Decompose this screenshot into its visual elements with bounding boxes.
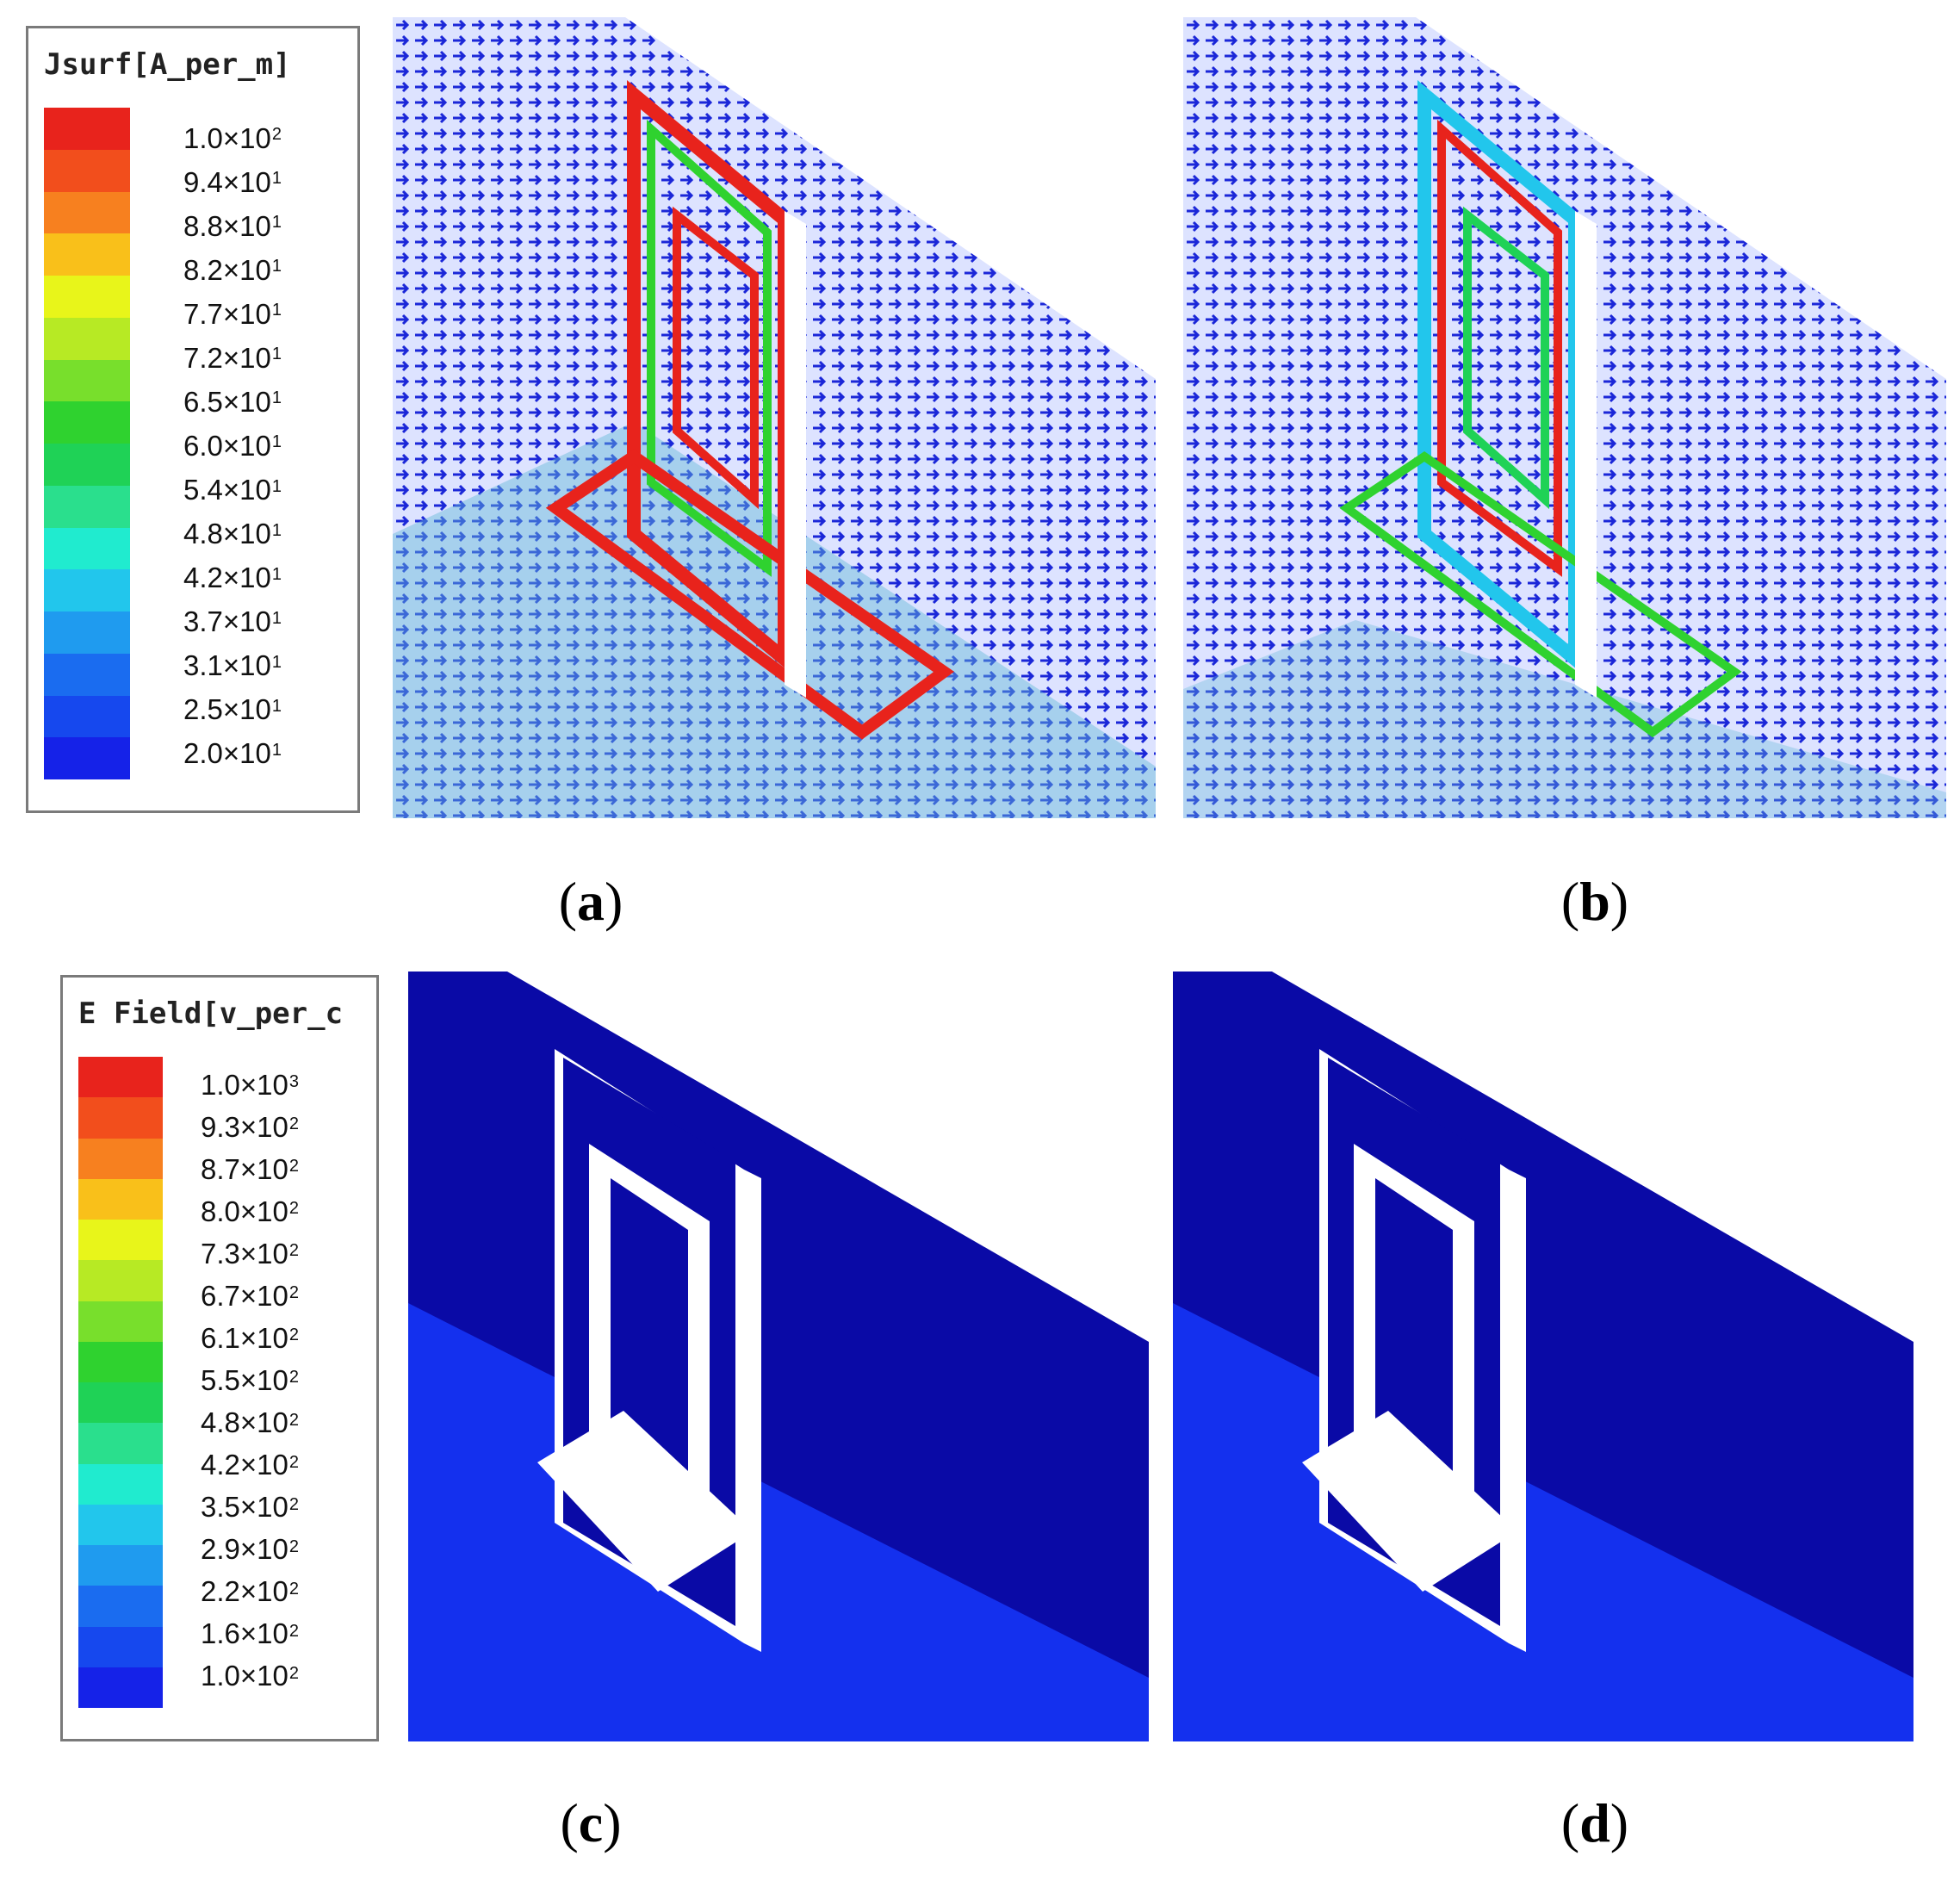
tick-label: 6.5×10 1 (183, 385, 282, 418)
color-scale (78, 1057, 163, 1708)
tick-label: 1.0×10 2 (201, 1660, 299, 1692)
caption-c: (c) (560, 1792, 622, 1853)
tick-label: 7.2×10 1 (183, 341, 282, 374)
color-swatch (78, 1178, 163, 1220)
color-swatch (44, 527, 130, 570)
color-swatch (44, 695, 130, 738)
tick-label: 3.7×10 1 (183, 605, 282, 638)
color-swatch (78, 1138, 163, 1179)
caption-a: (a) (558, 871, 623, 932)
color-swatch (44, 233, 130, 276)
color-swatch (44, 485, 130, 528)
color-swatch (78, 1301, 163, 1342)
color-swatch (44, 569, 130, 611)
color-swatch (78, 1463, 163, 1505)
tick-label: 6.0×10 1 (183, 429, 282, 462)
color-swatch (78, 1341, 163, 1382)
color-swatch (78, 1667, 163, 1708)
tick-label: 5.4×10 1 (183, 474, 282, 506)
tick-label: 8.7×10 2 (201, 1152, 299, 1185)
tick-labels: 1.0×10 2 9.4×10 1 8.8×10 1 8.2×10 1 7.7×10 1 7.2×1… (183, 116, 282, 776)
tick-label: 8.0×10 2 (201, 1195, 299, 1227)
color-swatch (78, 1504, 163, 1545)
current-density-legend: Jsurf[A_per_m] 1.0×10 2 9.4×10 1 8.8×10 1 8.2×… (26, 26, 360, 813)
color-swatch (44, 108, 130, 150)
tick-label: 2.9×10 2 (201, 1533, 299, 1566)
color-swatch (78, 1097, 163, 1139)
tick-label: 6.7×10 2 (201, 1279, 299, 1312)
color-swatch (44, 611, 130, 654)
tick-labels: 1.0×10 3 9.3×10 2 8.7×10 2 8.0×10 2 7.3×10 2 6.7×1… (201, 1064, 299, 1698)
color-swatch (78, 1545, 163, 1586)
color-swatch (78, 1382, 163, 1424)
color-swatch (78, 1260, 163, 1301)
legend-title: Jsurf[A_per_m] (44, 47, 291, 82)
tick-label: 7.7×10 1 (183, 297, 282, 330)
electric-field-legend: E Field[v_per_c 1.0×10 3 9.3×10 2 8.7×10 2 8.0… (60, 975, 379, 1741)
tick-label: 1.6×10 2 (201, 1617, 299, 1650)
color-swatch (44, 317, 130, 360)
color-swatch (44, 149, 130, 192)
color-swatch (44, 359, 130, 402)
color-swatch (44, 737, 130, 779)
tick-label: 8.2×10 1 (183, 253, 282, 286)
tick-label: 2.2×10 2 (201, 1575, 299, 1608)
field-plot-c (408, 972, 1149, 1741)
legend-title: E Field[v_per_c (78, 996, 344, 1031)
color-swatch (78, 1057, 163, 1098)
tick-label: 9.3×10 2 (201, 1110, 299, 1143)
tick-label: 2.5×10 1 (183, 693, 282, 726)
tick-label: 8.8×10 1 (183, 209, 282, 242)
tick-label: 3.5×10 2 (201, 1491, 299, 1524)
tick-label: 1.0×10 2 (183, 121, 282, 154)
caption-d: (d) (1560, 1792, 1629, 1853)
tick-label: 5.5×10 2 (201, 1363, 299, 1396)
tick-label: 3.1×10 1 (183, 649, 282, 682)
tick-label: 4.2×10 1 (183, 562, 282, 594)
color-swatch (78, 1626, 163, 1667)
color-swatch (78, 1423, 163, 1464)
tick-label: 9.4×10 1 (183, 165, 282, 198)
tick-label: 4.8×10 1 (183, 518, 282, 550)
color-swatch (78, 1586, 163, 1627)
tick-label: 7.3×10 2 (201, 1237, 299, 1270)
current-plot-b (1183, 17, 1946, 818)
color-swatch (44, 444, 130, 486)
color-swatch (44, 401, 130, 444)
tick-label: 4.8×10 2 (201, 1406, 299, 1439)
tick-label: 6.1×10 2 (201, 1321, 299, 1354)
field-plot-d (1173, 972, 1913, 1741)
caption-b: (b) (1560, 871, 1629, 932)
color-swatch (44, 191, 130, 234)
tick-label: 2.0×10 1 (183, 737, 282, 770)
color-swatch (44, 653, 130, 696)
tick-label: 1.0×10 3 (201, 1068, 299, 1101)
color-swatch (44, 276, 130, 318)
color-swatch (78, 1220, 163, 1261)
current-plot-a (393, 17, 1156, 818)
color-scale (44, 108, 130, 779)
tick-label: 4.2×10 2 (201, 1449, 299, 1481)
